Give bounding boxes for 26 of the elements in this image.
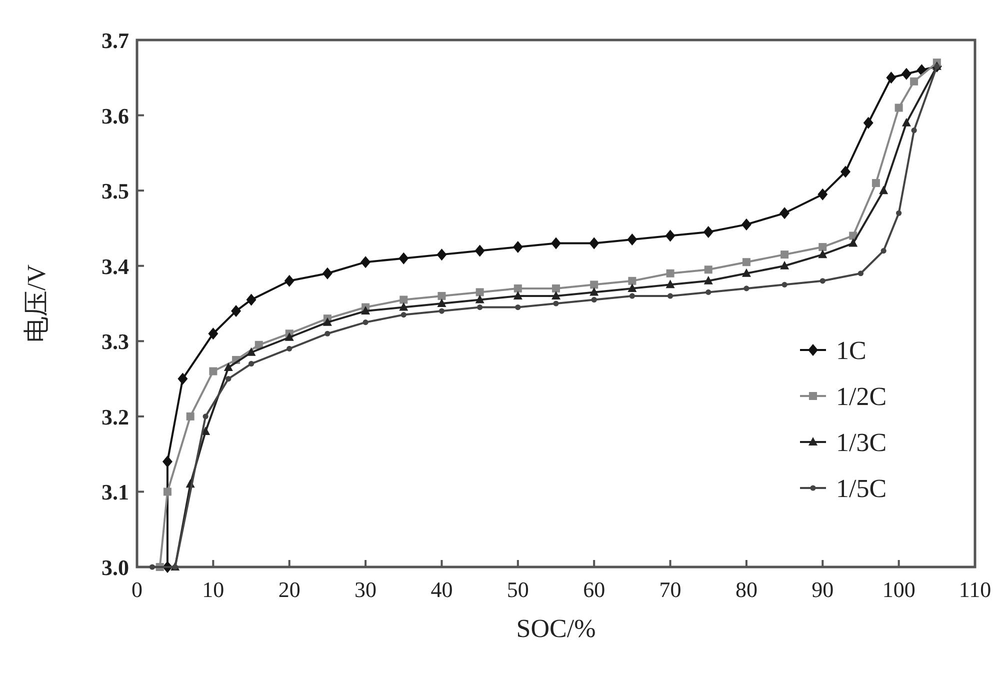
y-tick-label: 3.1 (102, 480, 129, 505)
legend-label: 1/3C (836, 428, 887, 457)
x-tick-label: 20 (278, 577, 300, 602)
x-tick-label: 80 (735, 577, 758, 602)
y-axis-title: 电压/V (22, 264, 51, 342)
x-tick-label: 70 (659, 577, 682, 602)
y-tick-label: 3.6 (102, 103, 129, 128)
x-axis-title: SOC/% (516, 614, 596, 643)
x-tick-label: 10 (202, 577, 224, 602)
x-tick-label: 40 (430, 577, 453, 602)
y-tick-label: 3.5 (102, 178, 129, 204)
y-tick-label: 3.2 (102, 404, 129, 430)
y-tick-label: 3.7 (102, 28, 129, 53)
x-tick-label: 100 (882, 577, 916, 602)
y-tick-label: 3.0 (102, 555, 129, 580)
x-tick-label: 50 (506, 577, 529, 602)
legend-label: 1/2C (836, 382, 887, 411)
x-tick-label: 30 (354, 577, 377, 602)
x-tick-label: 0 (132, 577, 142, 602)
legend-label: 1/5C (836, 474, 887, 503)
y-tick-label: 3.4 (102, 254, 129, 279)
x-tick-label: 110 (958, 577, 992, 602)
x-tick-label: 90 (812, 577, 834, 602)
y-tick-label: 3.3 (102, 329, 129, 354)
legend-label: 1C (836, 336, 866, 365)
x-tick-label: 60 (583, 577, 606, 602)
